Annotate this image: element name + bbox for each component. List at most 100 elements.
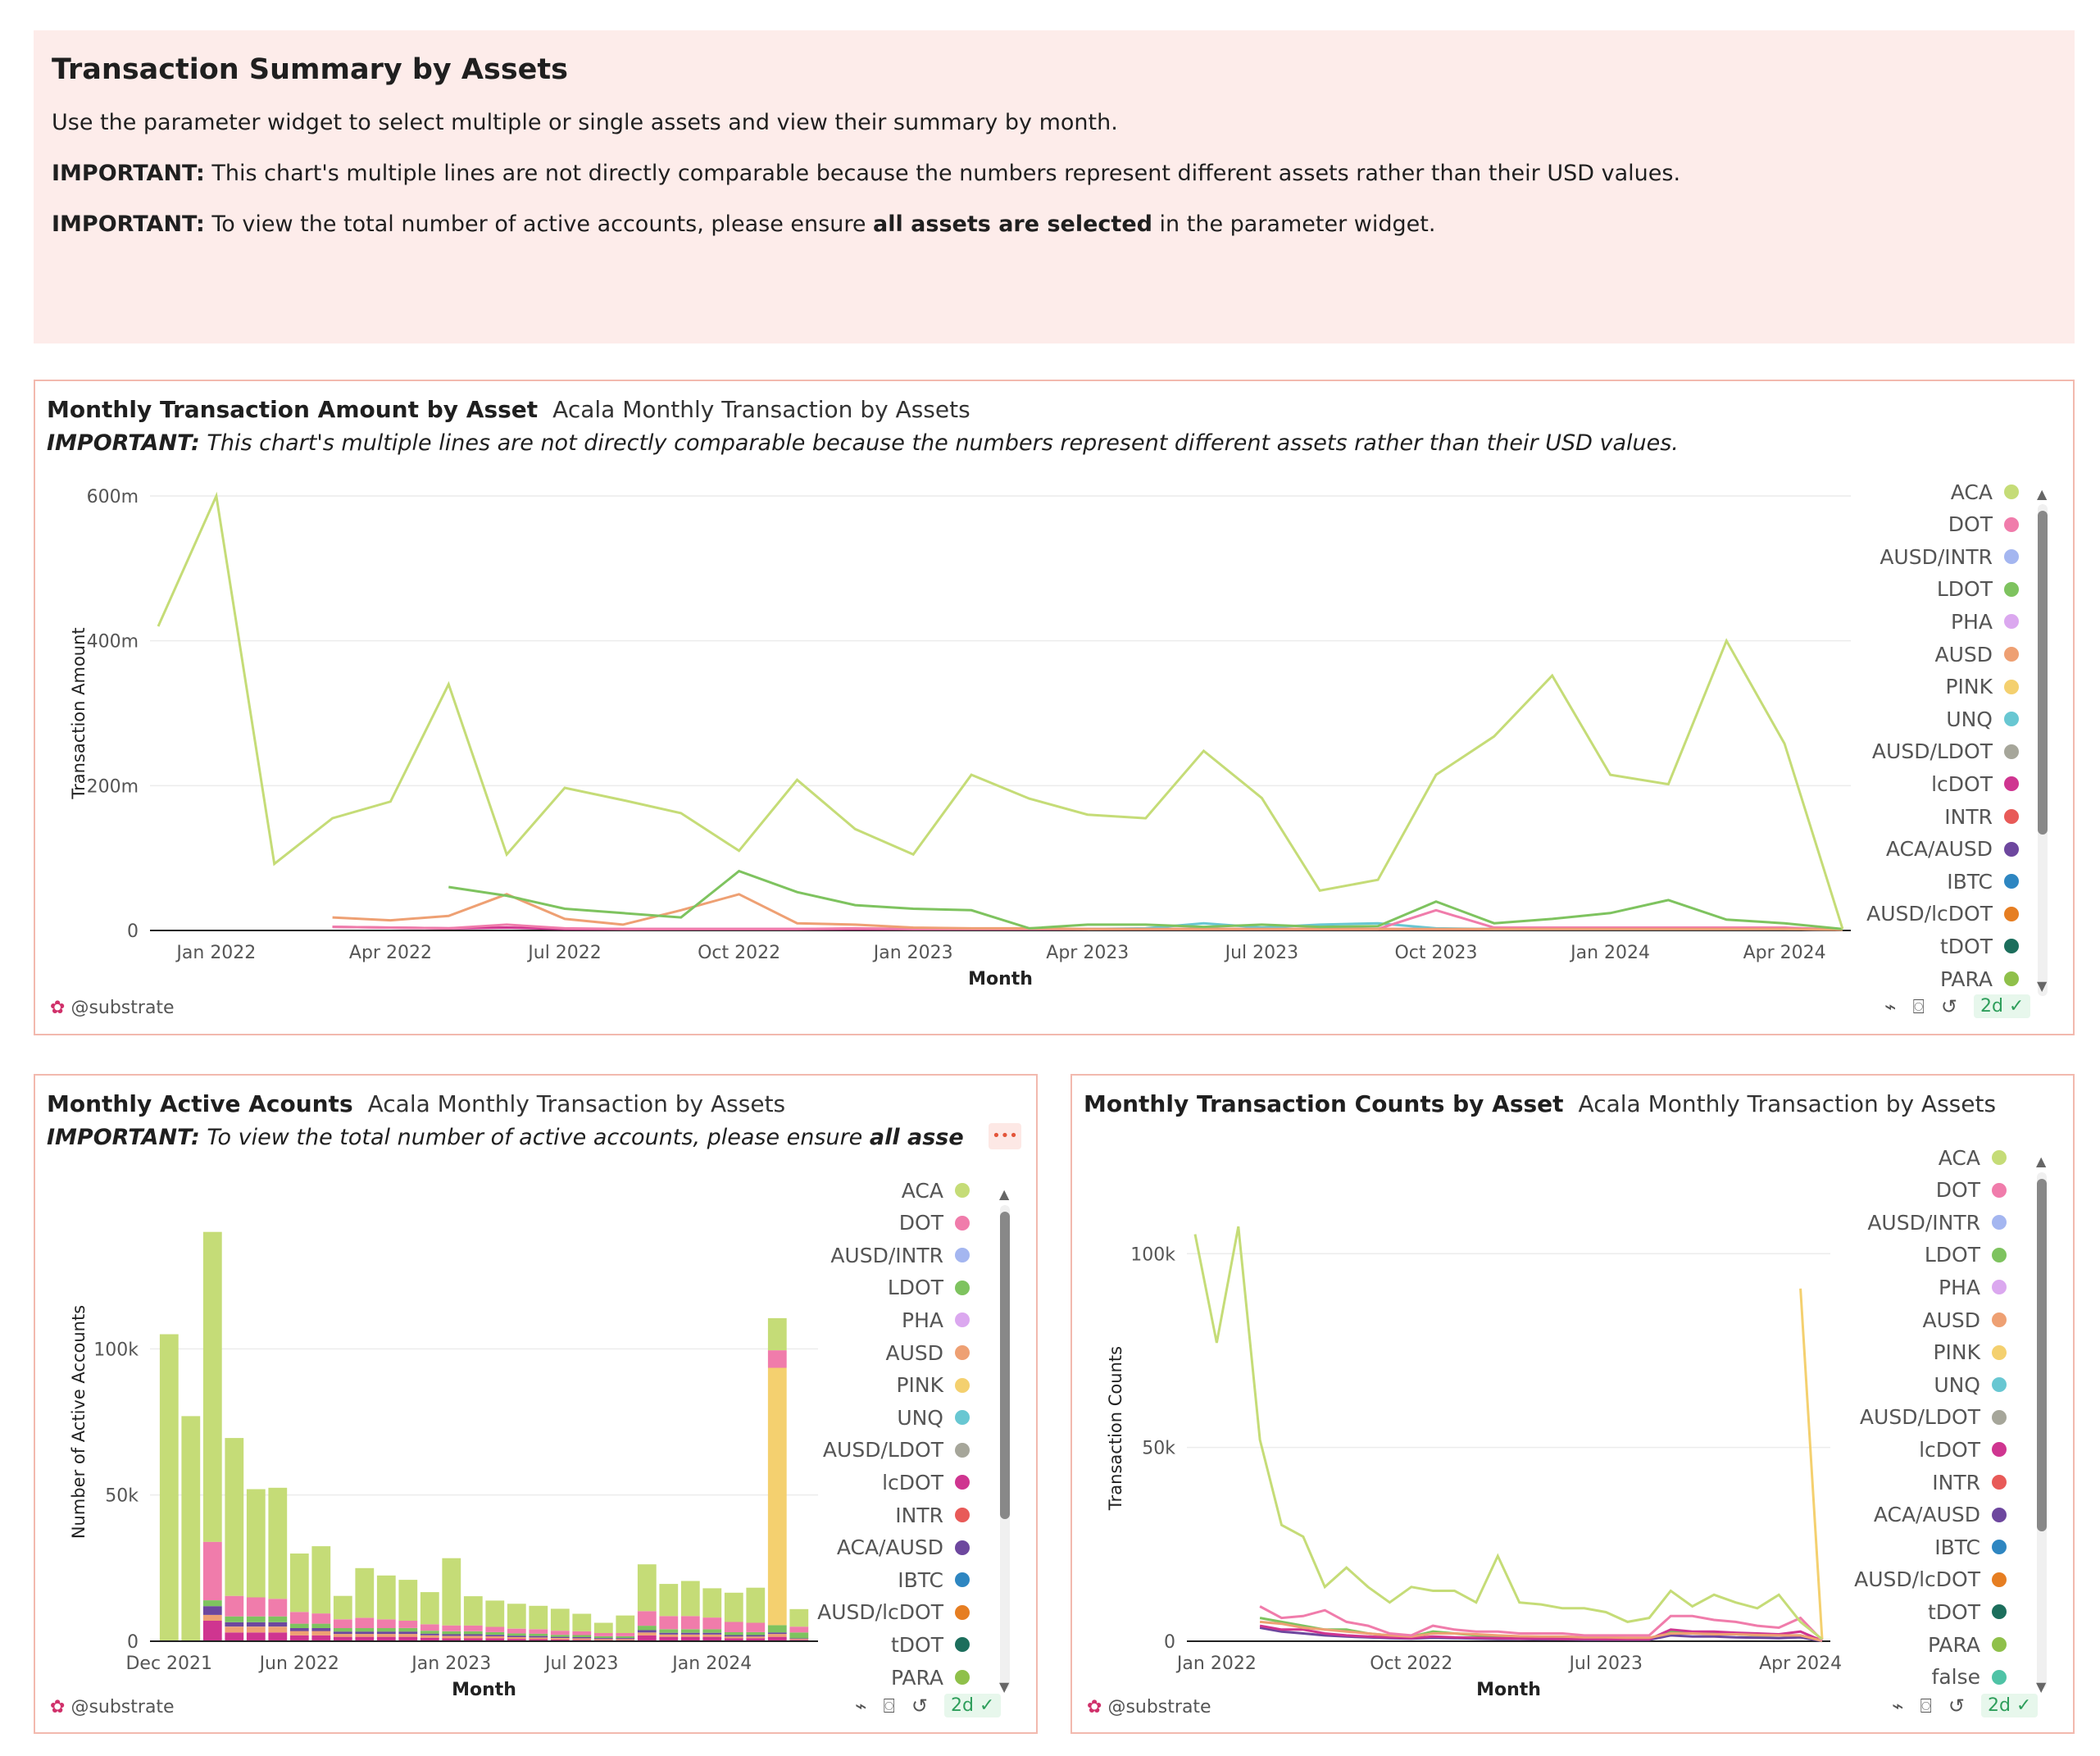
- legend-item-ausd-intr[interactable]: AUSD/INTR: [830, 1239, 970, 1272]
- bar-segment-aca: [724, 1592, 743, 1622]
- legend-item-pha[interactable]: PHA: [1939, 1271, 2007, 1303]
- camera-icon[interactable]: ⌼: [1920, 1694, 1932, 1717]
- legend-scroll-down-icon[interactable]: ▼: [2036, 1679, 2047, 1695]
- legend-item-ausd-intr[interactable]: AUSD/INTR: [1867, 1206, 2007, 1239]
- bar-segment-ausd: [442, 1635, 461, 1639]
- y-tick-label: 200m: [87, 776, 139, 797]
- legend-item-intr[interactable]: INTR: [1944, 800, 2019, 833]
- bar-segment-ausd: [246, 1626, 266, 1633]
- camera-icon[interactable]: ⌼: [883, 1694, 895, 1717]
- bar-segment-dot: [767, 1350, 787, 1368]
- legend-scroll-down-icon[interactable]: ▼: [999, 1679, 1010, 1695]
- legend-item-ausd[interactable]: AUSD: [885, 1336, 970, 1369]
- legend-label: PHA: [902, 1308, 943, 1332]
- legend-item-unq[interactable]: UNQ: [1934, 1368, 2007, 1401]
- legend-item-tdot[interactable]: tDOT: [1940, 930, 2019, 962]
- legend-scrollbar[interactable]: [2037, 1172, 2047, 1689]
- creator-handle[interactable]: ✿ @substrate: [50, 998, 175, 1018]
- legend-scroll-down-icon[interactable]: ▼: [2037, 978, 2048, 994]
- legend-item-pink[interactable]: PINK: [896, 1369, 970, 1402]
- legend-item-dot[interactable]: DOT: [1936, 1174, 2007, 1207]
- transaction-amount-chart: 0 200m 400m 600m Jan 2022 Apr 2022 Jul 2022 Oct…: [69, 487, 1851, 989]
- bar-segment-aca: [572, 1613, 592, 1631]
- refresh-icon[interactable]: ↺: [911, 1694, 928, 1717]
- legend-item-false[interactable]: false: [1932, 1661, 2007, 1694]
- embed-icon[interactable]: ⌁: [1884, 994, 1897, 1018]
- legend-swatch: [2004, 647, 2019, 662]
- legend-item-dot[interactable]: DOT: [899, 1207, 970, 1240]
- legend-item-para[interactable]: PARA: [891, 1661, 970, 1694]
- bar-segment-aca-ausd: [268, 1622, 288, 1627]
- more-options-button[interactable]: •••: [989, 1123, 1021, 1149]
- legend-swatch: [2004, 679, 2019, 694]
- legend-item-ibtc[interactable]: IBTC: [1934, 1531, 2007, 1563]
- legend-item-aca-ausd[interactable]: ACA/AUSD: [837, 1531, 970, 1564]
- legend-item-unq[interactable]: UNQ: [897, 1401, 970, 1434]
- legend-item-aca-ausd[interactable]: ACA/AUSD: [1886, 833, 2019, 866]
- bar-segment-ausd: [355, 1634, 375, 1637]
- legend-item-pha[interactable]: PHA: [902, 1303, 970, 1336]
- legend-item-pha[interactable]: PHA: [1951, 605, 2019, 638]
- legend-item-lcdot[interactable]: lcDOT: [882, 1466, 970, 1499]
- legend-item-ausd-ldot[interactable]: AUSD/LDOT: [1872, 735, 2019, 768]
- legend-item-para[interactable]: PARA: [1940, 962, 2019, 995]
- legend-item-intr[interactable]: INTR: [1932, 1466, 2007, 1499]
- legend-label: ACA/AUSD: [1885, 837, 1993, 862]
- legend-scroll-up-icon[interactable]: ▲: [2037, 486, 2048, 502]
- bar-segment-aca-ausd: [420, 1633, 439, 1635]
- legend-item-ausd[interactable]: AUSD: [1934, 638, 2019, 671]
- legend-item-ausd-intr[interactable]: AUSD/INTR: [1880, 540, 2019, 573]
- legend-label: PARA: [1927, 1632, 1980, 1657]
- legend-scrollbar[interactable]: [2038, 504, 2048, 996]
- legend-item-ausd[interactable]: AUSD: [1922, 1303, 2007, 1336]
- bar-segment-aca: [311, 1546, 331, 1614]
- embed-icon[interactable]: ⌁: [855, 1694, 867, 1717]
- refresh-icon[interactable]: ↺: [1940, 994, 1957, 1018]
- legend-item-dot[interactable]: DOT: [1948, 508, 2019, 541]
- creator-handle[interactable]: ✿ @substrate: [1087, 1697, 1211, 1717]
- legend-scroll-thumb[interactable]: [1000, 1212, 1010, 1519]
- bar-segment-ausd: [789, 1639, 809, 1640]
- legend-item-ausd-lcdot[interactable]: AUSD/lcDOT: [1854, 1563, 2007, 1596]
- legend-scroll-up-icon[interactable]: ▲: [999, 1186, 1010, 1202]
- legend-scroll-thumb[interactable]: [2037, 1179, 2047, 1531]
- legend-item-aca[interactable]: ACA: [1951, 475, 2019, 508]
- legend-item-tdot[interactable]: tDOT: [1928, 1595, 2007, 1628]
- refresh-icon[interactable]: ↺: [1948, 1694, 1965, 1717]
- legend-item-lcdot[interactable]: lcDOT: [1919, 1433, 2007, 1466]
- legend-item-aca[interactable]: ACA: [902, 1174, 970, 1207]
- legend-swatch: [955, 1637, 970, 1653]
- legend-item-ldot[interactable]: LDOT: [888, 1272, 970, 1304]
- legend-item-ibtc[interactable]: IBTC: [898, 1563, 970, 1596]
- camera-icon[interactable]: ⌼: [1912, 994, 1925, 1018]
- legend-item-pink[interactable]: PINK: [1933, 1336, 2007, 1369]
- legend-label: DOT: [898, 1211, 943, 1235]
- embed-icon[interactable]: ⌁: [1892, 1694, 1904, 1717]
- legend-item-ausd-ldot[interactable]: AUSD/LDOT: [823, 1434, 970, 1467]
- legend-item-aca[interactable]: ACA: [1939, 1141, 2007, 1174]
- legend-scrollbar[interactable]: [1000, 1205, 1010, 1689]
- legend-item-intr[interactable]: INTR: [895, 1499, 970, 1531]
- legend-item-ibtc[interactable]: IBTC: [1947, 865, 2019, 898]
- legend-scroll-thumb[interactable]: [2038, 511, 2048, 835]
- bar-segment-lcdot: [355, 1636, 375, 1641]
- legend-item-lcdot[interactable]: lcDOT: [1931, 767, 2019, 800]
- creator-handle[interactable]: ✿ @substrate: [50, 1697, 175, 1717]
- legend-item-unq[interactable]: UNQ: [1946, 703, 2019, 735]
- legend-item-ldot[interactable]: LDOT: [1925, 1239, 2007, 1272]
- legend-scroll-up-icon[interactable]: ▲: [2036, 1153, 2047, 1169]
- bar-segment-ausd: [680, 1634, 700, 1637]
- legend-item-aca-ausd[interactable]: ACA/AUSD: [1874, 1499, 2007, 1531]
- legend-item-ldot[interactable]: LDOT: [1937, 573, 2019, 606]
- legend-item-ausd-lcdot[interactable]: AUSD/lcDOT: [1866, 898, 2019, 930]
- series-line-ausd: [332, 893, 1843, 931]
- legend-item-ausd-lcdot[interactable]: AUSD/lcDOT: [817, 1596, 970, 1629]
- legend-item-ausd-ldot[interactable]: AUSD/LDOT: [1860, 1401, 2007, 1434]
- bar-segment-ausd: [202, 1614, 222, 1621]
- legend-item-pink[interactable]: PINK: [1945, 671, 2019, 703]
- x-tick-label: Apr 2024: [1759, 1654, 1842, 1674]
- bar-segment-aca: [789, 1608, 809, 1627]
- bar-segment-aca: [376, 1575, 396, 1620]
- legend-item-tdot[interactable]: tDOT: [891, 1628, 970, 1661]
- legend-item-para[interactable]: PARA: [1928, 1628, 2007, 1661]
